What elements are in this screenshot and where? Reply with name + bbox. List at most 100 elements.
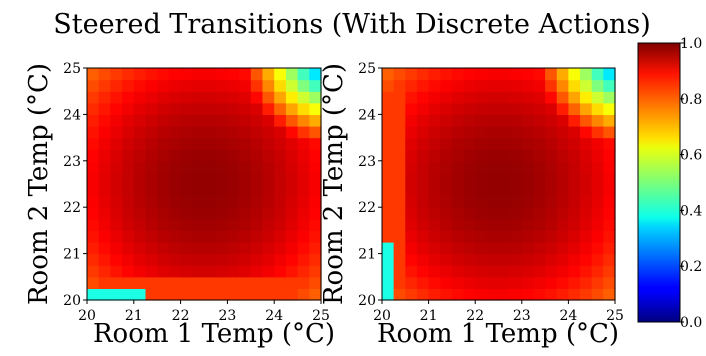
heatmap-cell bbox=[110, 207, 123, 220]
heatmap-cell bbox=[145, 160, 158, 173]
heatmap-cell bbox=[405, 126, 418, 139]
heatmap-cell bbox=[440, 253, 453, 266]
heatmap-cell bbox=[250, 79, 264, 92]
heatmap-cell bbox=[204, 230, 217, 243]
heatmap-cell bbox=[250, 91, 264, 104]
heatmap-cell bbox=[440, 79, 453, 92]
heatmap-cell bbox=[227, 137, 240, 150]
heatmap-cell bbox=[122, 114, 135, 127]
heatmap-cell bbox=[463, 184, 476, 197]
heatmap-cell bbox=[192, 207, 205, 220]
heatmap-cell bbox=[239, 68, 252, 81]
heatmap-cells-right bbox=[382, 68, 616, 301]
heatmap-cell bbox=[98, 91, 111, 104]
heatmap-cell bbox=[382, 288, 395, 301]
heatmap-cell bbox=[486, 172, 500, 185]
heatmap-cell bbox=[87, 276, 100, 289]
heatmap-cell bbox=[297, 230, 310, 243]
heatmap-cell bbox=[580, 253, 593, 266]
heatmap-cell bbox=[393, 253, 406, 266]
heatmap-cell bbox=[168, 68, 182, 81]
heatmap-cell bbox=[87, 265, 100, 278]
heatmap-cell bbox=[262, 114, 275, 127]
heatmap-cell bbox=[416, 68, 430, 81]
heatmap-cell bbox=[133, 137, 147, 150]
heatmap-cell bbox=[580, 79, 593, 92]
chart-title: Steered Transitions (With Discrete Actio… bbox=[53, 9, 650, 40]
heatmap-cell bbox=[274, 218, 287, 231]
heatmap-cell bbox=[215, 160, 228, 173]
heatmap-cell bbox=[262, 207, 275, 220]
heatmap-cell bbox=[428, 172, 441, 185]
heatmap-cell bbox=[133, 149, 147, 162]
heatmap-cell bbox=[393, 160, 406, 173]
heatmap-cell bbox=[110, 195, 123, 208]
heatmap-cell bbox=[428, 184, 441, 197]
heatmap-cell bbox=[168, 172, 182, 185]
heatmap-cell bbox=[463, 218, 476, 231]
heatmap-cell bbox=[157, 114, 170, 127]
heatmap-cell bbox=[215, 207, 228, 220]
heatmap-cell bbox=[204, 195, 217, 208]
heatmap-cell bbox=[382, 172, 395, 185]
heatmap-cell bbox=[168, 160, 182, 173]
heatmap-cell bbox=[463, 207, 476, 220]
heatmap-cell bbox=[498, 276, 511, 289]
heatmap-cell bbox=[580, 230, 593, 243]
heatmap-cell bbox=[133, 126, 147, 139]
heatmap-cell bbox=[591, 102, 604, 115]
heatmap-cell bbox=[297, 91, 310, 104]
colorbar-tick-label: 0.2 bbox=[680, 259, 702, 275]
heatmap-cell bbox=[556, 91, 569, 104]
heatmap-cell bbox=[227, 91, 240, 104]
heatmap-cell bbox=[204, 79, 217, 92]
heatmap-cell bbox=[239, 195, 252, 208]
heatmap-cell bbox=[533, 288, 546, 301]
heatmap-cell bbox=[239, 149, 252, 162]
y-tick-label: 25 bbox=[358, 61, 376, 77]
heatmap-cell bbox=[463, 230, 476, 243]
x-tick-label: 22 bbox=[466, 308, 484, 324]
heatmap-cell bbox=[285, 114, 299, 127]
heatmap-cell bbox=[591, 265, 604, 278]
heatmap-cell bbox=[227, 230, 240, 243]
x-tick-label: 24 bbox=[559, 308, 577, 324]
heatmap-cell bbox=[603, 102, 616, 115]
heatmap-cell bbox=[486, 276, 500, 289]
heatmap-cell bbox=[451, 195, 465, 208]
heatmap-cell bbox=[227, 276, 240, 289]
heatmap-cell bbox=[309, 253, 322, 266]
heatmap-cell bbox=[591, 207, 604, 220]
heatmap-cell bbox=[110, 79, 123, 92]
heatmap-cell bbox=[262, 137, 275, 150]
heatmap-cell bbox=[297, 79, 310, 92]
heatmap-cell bbox=[521, 207, 535, 220]
heatmap-cell bbox=[133, 195, 147, 208]
heatmap-cell bbox=[98, 265, 111, 278]
heatmap-cell bbox=[405, 102, 418, 115]
heatmap-cell bbox=[180, 265, 193, 278]
heatmap-cell bbox=[157, 218, 170, 231]
heatmap-cell bbox=[463, 114, 476, 127]
heatmap-cell bbox=[250, 160, 264, 173]
heatmap-cell bbox=[545, 149, 558, 162]
heatmap-cell bbox=[533, 195, 546, 208]
heatmap-cell bbox=[122, 68, 135, 81]
heatmap-cell bbox=[591, 242, 604, 255]
heatmap-cell bbox=[393, 91, 406, 104]
heatmap-cell bbox=[568, 68, 581, 81]
heatmap-cell bbox=[204, 253, 217, 266]
heatmap-cell bbox=[262, 126, 275, 139]
heatmap-cell bbox=[239, 288, 252, 301]
heatmap-cell bbox=[568, 172, 581, 185]
heatmap-cell bbox=[382, 265, 395, 278]
heatmap-cell bbox=[533, 184, 546, 197]
heatmap-cell bbox=[297, 218, 310, 231]
plot-frame-right bbox=[381, 67, 616, 301]
heatmap-cell bbox=[451, 230, 465, 243]
heatmap-cell bbox=[463, 253, 476, 266]
heatmap-cell bbox=[475, 218, 488, 231]
heatmap-cell bbox=[262, 102, 275, 115]
heatmap-cell bbox=[180, 195, 193, 208]
